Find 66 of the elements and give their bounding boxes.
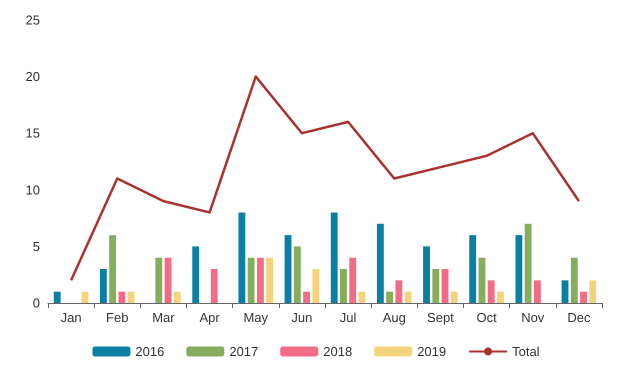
- bar: [534, 280, 541, 303]
- bar: [404, 292, 412, 303]
- line-series: [70, 75, 580, 282]
- bar: [423, 246, 430, 303]
- bar: [210, 269, 218, 303]
- y-tick-label: 5: [32, 238, 40, 254]
- y-tick-label: 20: [26, 69, 40, 84]
- bar: [358, 292, 366, 303]
- x-tick-label: Jul: [340, 310, 356, 325]
- x-tick-label: Apr: [199, 310, 220, 325]
- bar: [155, 258, 162, 303]
- bar: [562, 280, 568, 303]
- legend-label: 2016: [135, 344, 164, 359]
- x-tick-label: Jan: [60, 310, 82, 325]
- bar: [478, 258, 486, 303]
- bar: [589, 280, 596, 303]
- y-tick-label: 15: [26, 126, 40, 141]
- bar: [284, 235, 292, 303]
- bar: [294, 246, 301, 303]
- y-tick-label: 25: [26, 12, 40, 28]
- bar: [192, 246, 200, 303]
- bar: [580, 292, 587, 303]
- bar: [54, 292, 61, 303]
- bar: [340, 269, 347, 303]
- bar: [174, 292, 181, 303]
- bar: [515, 235, 522, 303]
- x-tick-label: Aug: [382, 310, 406, 325]
- x-tick-label: Sept: [427, 310, 454, 325]
- bar: [256, 258, 264, 303]
- x-tick-label: May: [243, 310, 269, 325]
- y-tick-label: 10: [26, 182, 40, 198]
- legend-label: 2019: [417, 344, 446, 359]
- bar: [432, 269, 440, 303]
- bar: [330, 212, 338, 303]
- bar: [266, 258, 274, 303]
- bar: [376, 224, 384, 303]
- x-tick-label: Jun: [291, 310, 312, 325]
- bar: [238, 212, 246, 303]
- bar: [469, 235, 476, 303]
- x-tick-label: Nov: [521, 310, 545, 325]
- x-tick-label: Oct: [476, 310, 498, 325]
- legend-label: 2017: [229, 344, 258, 359]
- x-tick-label: Mar: [152, 310, 176, 325]
- bar: [109, 235, 116, 303]
- legend-label: 2018: [323, 344, 352, 359]
- y-tick-label: 0: [32, 296, 40, 310]
- x-tick-label: Dec: [567, 310, 591, 325]
- bar: [442, 269, 448, 303]
- x-tick-label: Feb: [106, 310, 128, 325]
- bar: [524, 224, 532, 303]
- bar: [128, 292, 135, 303]
- bar: [497, 292, 504, 303]
- bar: [349, 258, 356, 303]
- bar: [386, 292, 394, 303]
- bar: [303, 292, 310, 303]
- bar: [100, 269, 107, 303]
- legend-label: Total: [512, 344, 540, 359]
- bar: [570, 258, 578, 303]
- bar: [312, 269, 320, 303]
- bar: [164, 258, 172, 303]
- bar: [488, 280, 495, 303]
- bar: [450, 292, 458, 303]
- bar: [248, 258, 255, 303]
- bar: [118, 292, 126, 303]
- bar: [82, 292, 88, 303]
- bar: [395, 280, 402, 303]
